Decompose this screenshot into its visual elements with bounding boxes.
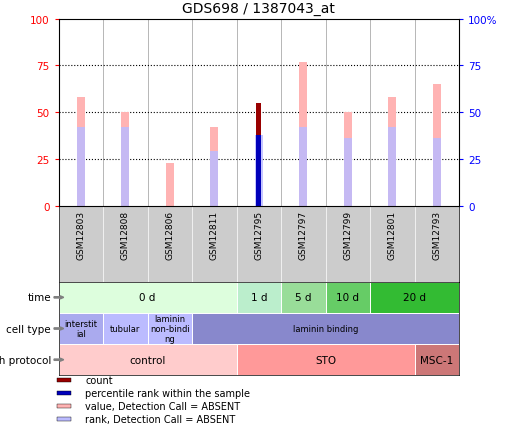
- Bar: [56, 378, 71, 382]
- Text: GSM12797: GSM12797: [298, 210, 307, 259]
- Text: value, Detection Call = ABSENT: value, Detection Call = ABSENT: [85, 401, 240, 411]
- Bar: [59, 282, 236, 313]
- Bar: [103, 313, 147, 344]
- Bar: [299, 62, 307, 206]
- Bar: [370, 282, 458, 313]
- Bar: [414, 344, 458, 375]
- Text: STO: STO: [315, 355, 335, 365]
- Bar: [56, 417, 71, 421]
- Bar: [387, 98, 395, 206]
- Text: GSM12803: GSM12803: [76, 210, 85, 259]
- Bar: [59, 344, 236, 375]
- Bar: [56, 391, 71, 395]
- Bar: [343, 113, 351, 206]
- Bar: [343, 139, 351, 206]
- Text: laminin binding: laminin binding: [292, 324, 357, 333]
- Text: MSC-1: MSC-1: [419, 355, 453, 365]
- Text: 20 d: 20 d: [402, 293, 425, 302]
- Bar: [121, 128, 129, 206]
- Bar: [432, 139, 440, 206]
- Bar: [147, 313, 192, 344]
- Bar: [165, 163, 174, 206]
- Bar: [59, 313, 103, 344]
- Bar: [432, 85, 440, 206]
- Text: tubular: tubular: [110, 324, 140, 333]
- Bar: [210, 152, 218, 206]
- Bar: [77, 98, 84, 206]
- Text: control: control: [129, 355, 165, 365]
- Text: count: count: [85, 375, 113, 385]
- Text: 1 d: 1 d: [250, 293, 267, 302]
- Text: 10 d: 10 d: [335, 293, 358, 302]
- Text: rank, Detection Call = ABSENT: rank, Detection Call = ABSENT: [85, 414, 235, 424]
- Bar: [280, 282, 325, 313]
- Bar: [210, 128, 218, 206]
- Title: GDS698 / 1387043_at: GDS698 / 1387043_at: [182, 2, 334, 16]
- Bar: [256, 104, 261, 206]
- Bar: [299, 128, 307, 206]
- Text: 0 d: 0 d: [139, 293, 155, 302]
- Text: GSM12793: GSM12793: [432, 210, 440, 259]
- Bar: [121, 113, 129, 206]
- Text: GSM12811: GSM12811: [209, 210, 218, 259]
- Text: GSM12808: GSM12808: [121, 210, 130, 259]
- Bar: [192, 313, 458, 344]
- Text: percentile rank within the sample: percentile rank within the sample: [85, 388, 250, 398]
- Text: cell type: cell type: [7, 324, 51, 334]
- Text: GSM12801: GSM12801: [387, 210, 396, 259]
- Text: laminin
non-bindi
ng: laminin non-bindi ng: [150, 314, 189, 344]
- Bar: [236, 282, 280, 313]
- Bar: [254, 135, 262, 206]
- Text: GSM12799: GSM12799: [343, 210, 352, 259]
- Bar: [77, 128, 84, 206]
- Bar: [236, 344, 414, 375]
- Bar: [387, 128, 395, 206]
- Text: 5 d: 5 d: [295, 293, 311, 302]
- Bar: [325, 282, 370, 313]
- Text: growth protocol: growth protocol: [0, 355, 51, 365]
- Text: interstit
ial: interstit ial: [64, 319, 97, 339]
- Text: time: time: [27, 293, 51, 302]
- Bar: [56, 404, 71, 408]
- Text: GSM12806: GSM12806: [165, 210, 174, 259]
- Text: GSM12795: GSM12795: [254, 210, 263, 259]
- Bar: [256, 135, 261, 206]
